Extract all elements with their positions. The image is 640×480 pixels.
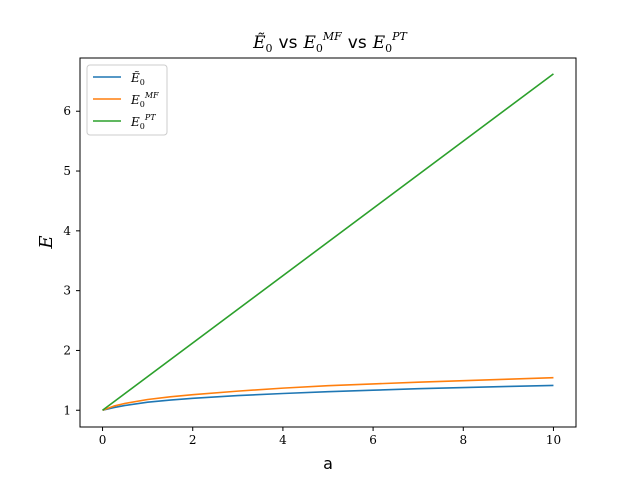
series-line-2: [102, 73, 554, 411]
x-tick-label-4: 4: [279, 433, 287, 447]
y-tick-label-6: 6: [63, 104, 71, 118]
series-line-1: [102, 376, 554, 412]
title-vs-1: vs: [279, 33, 298, 53]
title-e-pt: E: [372, 33, 386, 53]
title-e0tilde: Ẽ: [252, 32, 266, 53]
y-tick-label-2: 2: [63, 343, 71, 357]
title-sub-2: 0: [316, 42, 323, 55]
x-tick-label-0: 0: [99, 433, 107, 447]
title-sup-pt: PT: [391, 30, 408, 43]
legend-box: [86, 64, 168, 136]
legend-label-2: E0PT: [130, 113, 156, 131]
legend: Ẽ0 E0MF E0PT: [86, 64, 168, 136]
y-tick-label-4: 4: [63, 224, 71, 238]
legend-label-1: E0MF: [130, 91, 159, 109]
x-tick-label-6: 6: [369, 433, 377, 447]
title-sub-1: 0: [266, 42, 273, 55]
x-tick-label-10: 10: [546, 433, 561, 447]
plot-frame: [79, 57, 577, 428]
legend-label-0: Ẽ0: [130, 70, 145, 87]
y-axis-label: E: [36, 235, 57, 249]
y-tick-label-1: 1: [63, 403, 71, 417]
chart-title: Ẽ0 vs E0MF vs E0PT: [252, 30, 408, 55]
title-vs-2: vs: [348, 33, 367, 53]
x-axis: 0 2 4 6 8 10: [99, 427, 561, 447]
series-line-0: [102, 384, 554, 412]
y-tick-label-5: 5: [63, 164, 71, 178]
x-axis-label: a: [323, 454, 333, 473]
title-sup-mf: MF: [322, 30, 342, 43]
title-e-mf: E: [302, 33, 316, 53]
x-tick-label-2: 2: [189, 433, 197, 447]
title-sub-3: 0: [385, 42, 392, 55]
y-axis: 1 2 3 4 5 6: [63, 104, 80, 417]
y-tick-label-3: 3: [63, 284, 71, 298]
series-layer: [102, 73, 554, 412]
x-tick-label-8: 8: [459, 433, 467, 447]
